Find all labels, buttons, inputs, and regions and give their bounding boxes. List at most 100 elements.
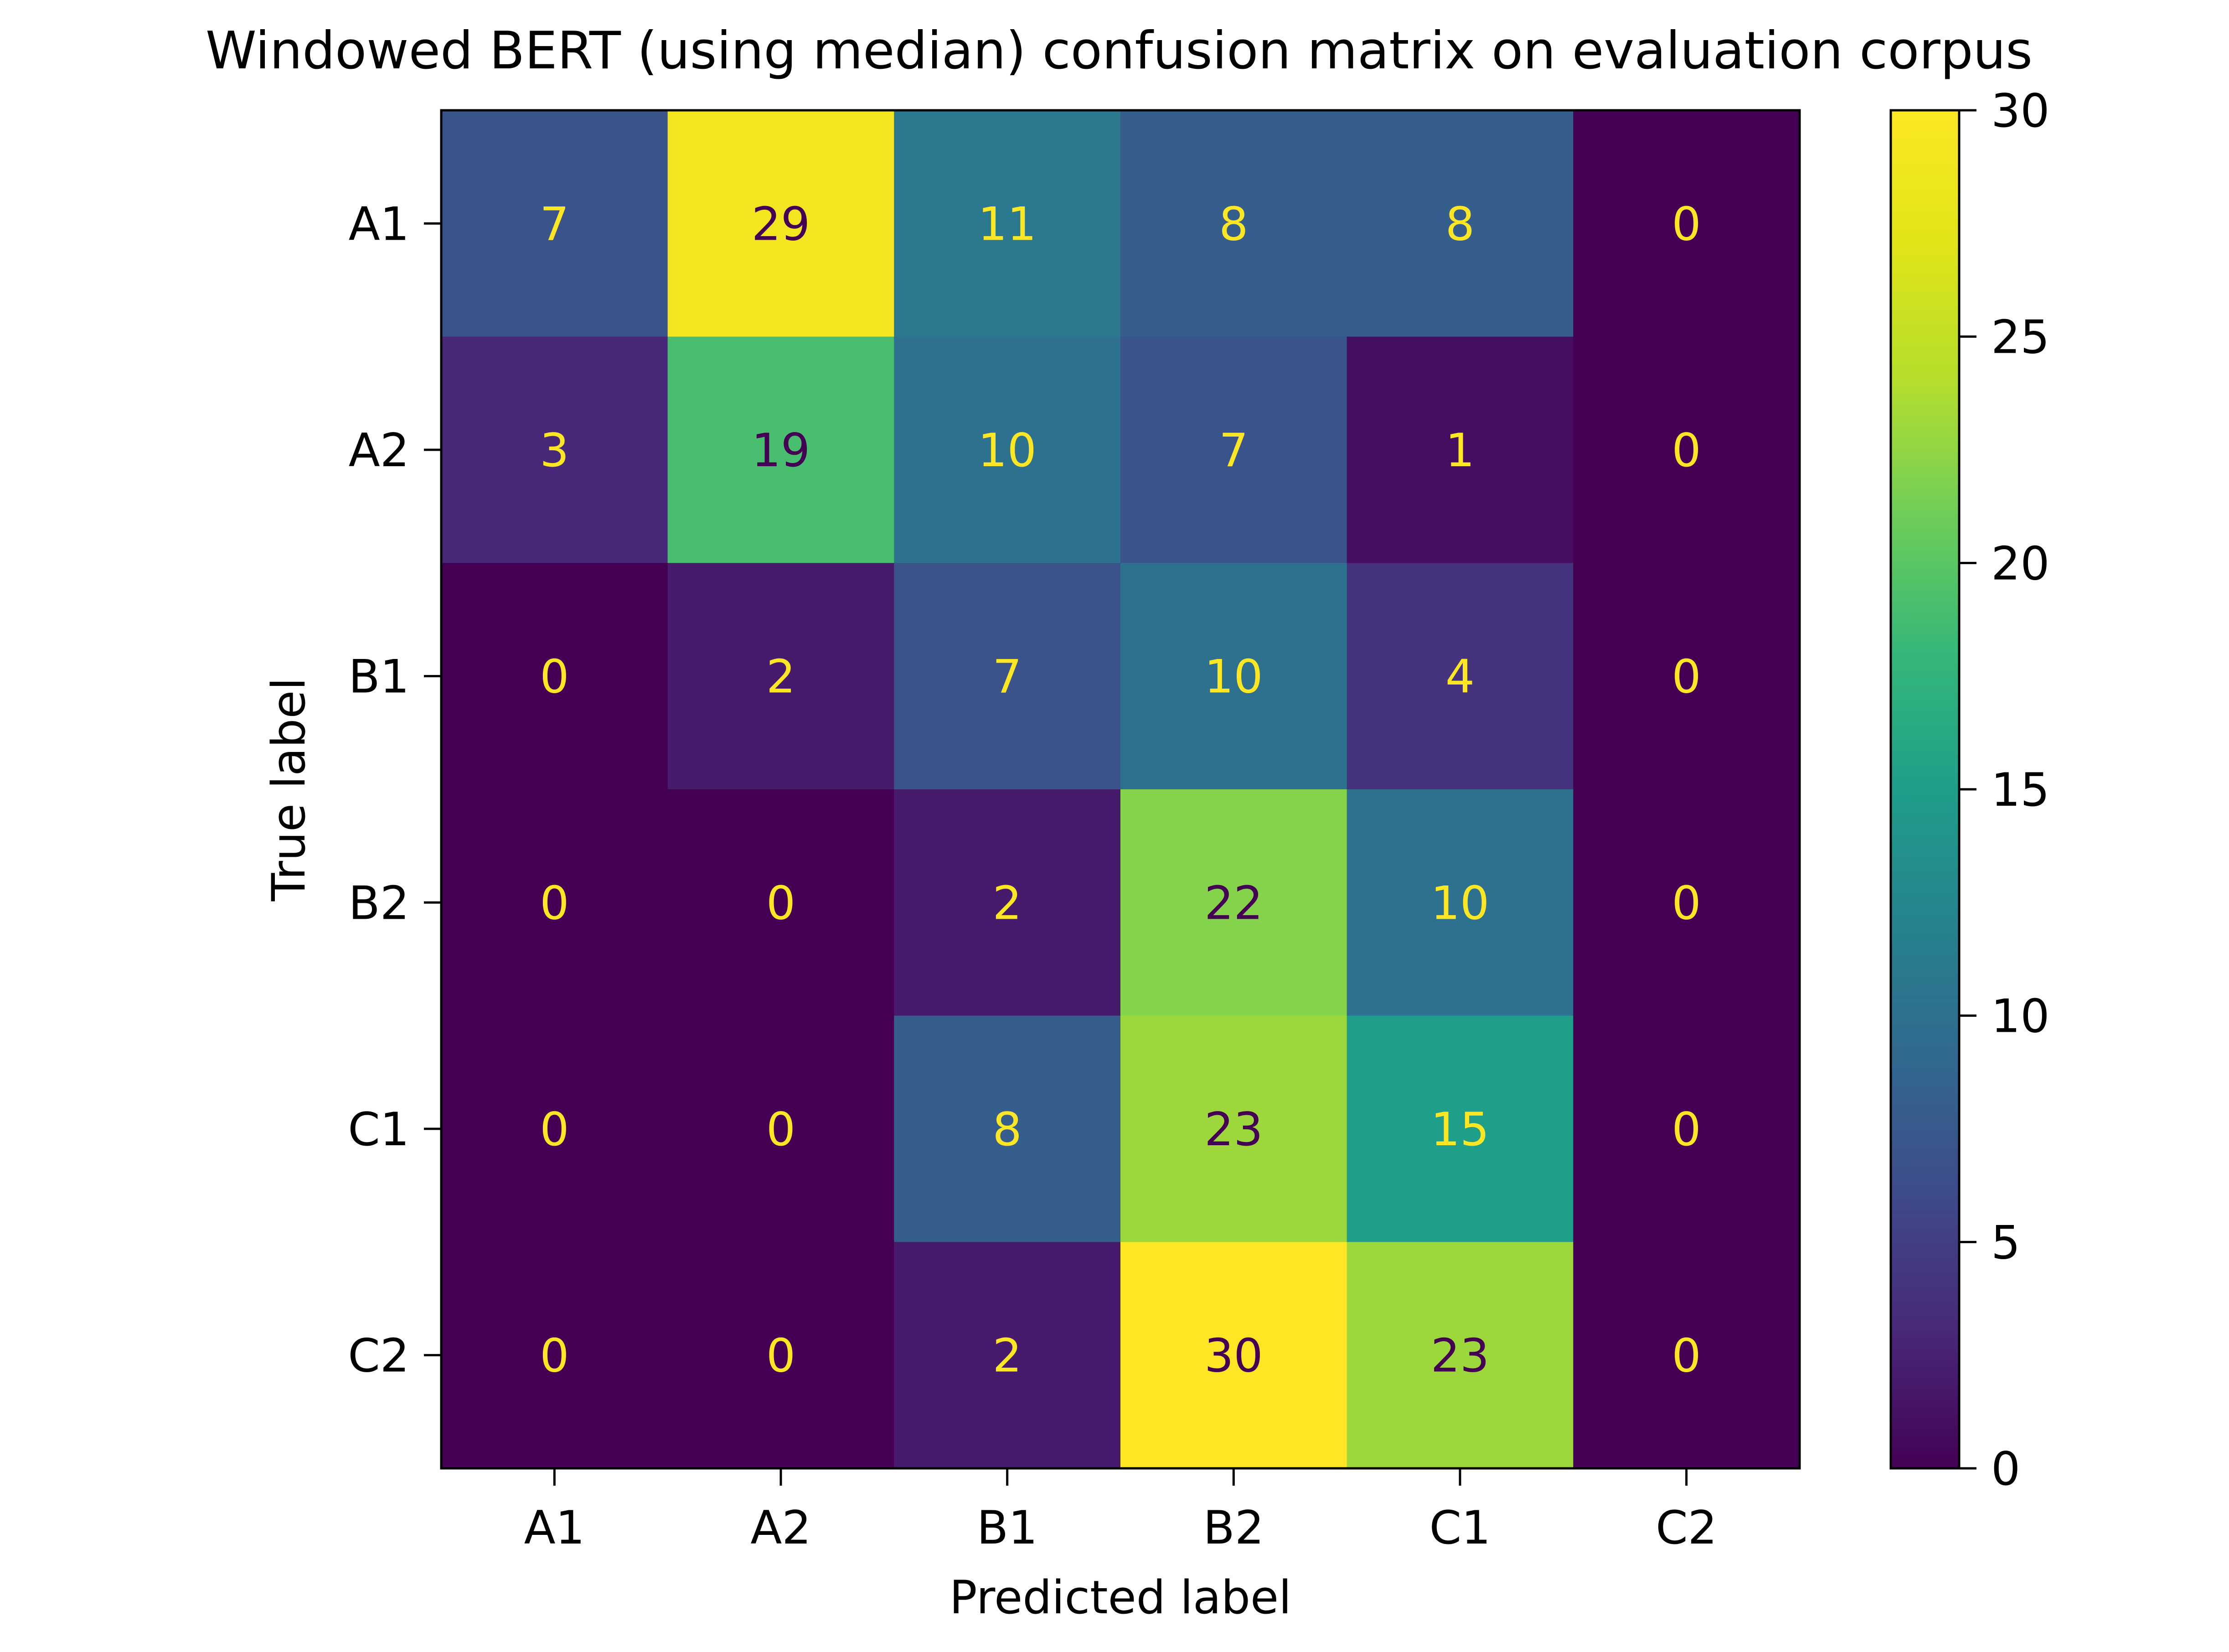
heatmap-cell	[1347, 789, 1574, 1016]
heatmap-cell	[1573, 1015, 1800, 1242]
colorbar-tick-label: 30	[1991, 84, 2050, 138]
y-tick-label: B2	[348, 876, 409, 930]
heatmap-cell	[667, 336, 894, 563]
x-tick-label: B1	[977, 1501, 1038, 1554]
heatmap-cell	[1120, 1015, 1347, 1242]
heatmap-cell	[1347, 1242, 1574, 1469]
cell-value-label: 23	[1431, 1329, 1490, 1383]
cell-value-label: 30	[1204, 1329, 1263, 1383]
heatmap-cell	[441, 110, 668, 337]
heatmap-cell	[1347, 563, 1574, 790]
heatmap-cell	[1120, 1242, 1347, 1469]
x-tick-label: C2	[1656, 1501, 1717, 1554]
cell-value-label: 2	[993, 1329, 1022, 1383]
cell-value-label: 1	[1445, 423, 1475, 477]
heatmap-cell	[894, 110, 1121, 337]
cell-value-label: 0	[766, 1329, 795, 1383]
cell-value-label: 10	[978, 423, 1037, 477]
heatmap-cell	[1573, 563, 1800, 790]
heatmap-cell	[667, 1015, 894, 1242]
cell-value-label: 2	[993, 876, 1022, 930]
cell-value-label: 0	[1672, 197, 1701, 251]
cell-value-label: 0	[1672, 1102, 1701, 1156]
colorbar-tick-label: 25	[1991, 310, 2050, 364]
colorbar-tick-label: 0	[1991, 1442, 2020, 1496]
cell-value-label: 0	[766, 1102, 795, 1156]
cell-value-label: 0	[1672, 650, 1701, 704]
x-axis-label: Predicted label	[949, 1570, 1292, 1624]
plot-frame	[440, 109, 1801, 1470]
cell-value-label: 0	[1672, 423, 1701, 477]
cell-value-label: 0	[1672, 876, 1701, 930]
heatmap-cell	[894, 336, 1121, 563]
heatmap-cell	[894, 789, 1121, 1016]
colorbar-tick-label: 5	[1991, 1215, 2020, 1269]
heatmap-cell	[1347, 110, 1574, 337]
x-axis-ticks: A1 A2 B1 B2 C1 C2	[524, 1468, 1717, 1554]
heatmap-cells	[441, 110, 1800, 1469]
y-tick-label: C1	[348, 1102, 409, 1156]
heatmap-cell	[1120, 336, 1347, 563]
heatmap-cell	[1120, 789, 1347, 1016]
y-tick-label: A1	[349, 197, 409, 251]
cell-value-label: 0	[766, 876, 795, 930]
heatmap-cell	[1573, 110, 1800, 337]
x-tick-label: A1	[524, 1501, 585, 1554]
heatmap-cell	[441, 1015, 668, 1242]
x-tick-label: B2	[1203, 1501, 1264, 1554]
cell-value-label: 11	[978, 197, 1037, 251]
cell-value-label: 10	[1204, 650, 1263, 704]
cell-value-label: 22	[1204, 876, 1263, 930]
cell-value-label: 7	[540, 197, 569, 251]
cell-value-label: 8	[1445, 197, 1475, 251]
cell-value-label: 2	[766, 650, 795, 704]
cell-value-label: 0	[540, 876, 569, 930]
y-tick-label: B1	[348, 650, 409, 704]
heatmap-cell	[894, 563, 1121, 790]
heatmap-cell	[1120, 563, 1347, 790]
y-axis-ticks: A1 A2 B1 B2 C1 C2	[348, 197, 441, 1383]
colorbar-ticks: 0 5 10 15 20 25 30	[1959, 84, 2050, 1496]
heatmap-cell	[1573, 1242, 1800, 1469]
heatmap-cell	[894, 1015, 1121, 1242]
heatmap-cell	[667, 110, 894, 337]
heatmap-cell	[667, 789, 894, 1016]
heatmap-cell	[1573, 789, 1800, 1016]
colorbar-tick-label: 20	[1991, 536, 2050, 590]
y-tick-label: A2	[349, 423, 409, 477]
cell-value-labels: 7 29 11 8 8 03 19 10 7 1 00 2 7 10 4 00 0 2 22 10 00 0 8 23 15 00…	[540, 197, 1701, 1382]
heatmap-cell	[1573, 336, 1800, 563]
cell-value-label: 10	[1431, 876, 1490, 930]
y-axis-label: True label	[262, 678, 315, 902]
x-tick-label: C1	[1429, 1501, 1491, 1554]
cell-value-label: 7	[993, 650, 1022, 704]
cell-value-label: 7	[1219, 423, 1248, 477]
cell-value-label: 15	[1431, 1102, 1490, 1156]
heatmap-cell	[667, 563, 894, 790]
cell-value-label: 3	[540, 423, 569, 477]
cell-value-label: 8	[1219, 197, 1248, 251]
heatmap-cell	[441, 563, 668, 790]
colorbar-tick-label: 10	[1991, 989, 2050, 1043]
heatmap-cell	[1347, 1015, 1574, 1242]
cell-value-label: 4	[1445, 650, 1475, 704]
x-tick-label: A2	[750, 1501, 811, 1554]
colorbar	[1889, 109, 1961, 1470]
cell-value-label: 23	[1204, 1102, 1263, 1156]
heatmap-cell	[894, 1242, 1121, 1469]
heatmap-cell	[667, 1242, 894, 1469]
cell-value-label: 0	[540, 1329, 569, 1383]
cell-value-label: 0	[1672, 1329, 1701, 1383]
heatmap-cell	[1120, 110, 1347, 337]
cell-value-label: 19	[752, 423, 810, 477]
heatmap-cell	[441, 336, 668, 563]
y-tick-label: C2	[348, 1329, 409, 1383]
cell-value-label: 0	[540, 650, 569, 704]
heatmap-cell	[441, 789, 668, 1016]
chart-title: Windowed BERT (using median) confusion m…	[206, 21, 2033, 81]
cell-value-label: 0	[540, 1102, 569, 1156]
cell-value-label: 8	[993, 1102, 1022, 1156]
colorbar-tick-label: 15	[1991, 763, 2050, 817]
